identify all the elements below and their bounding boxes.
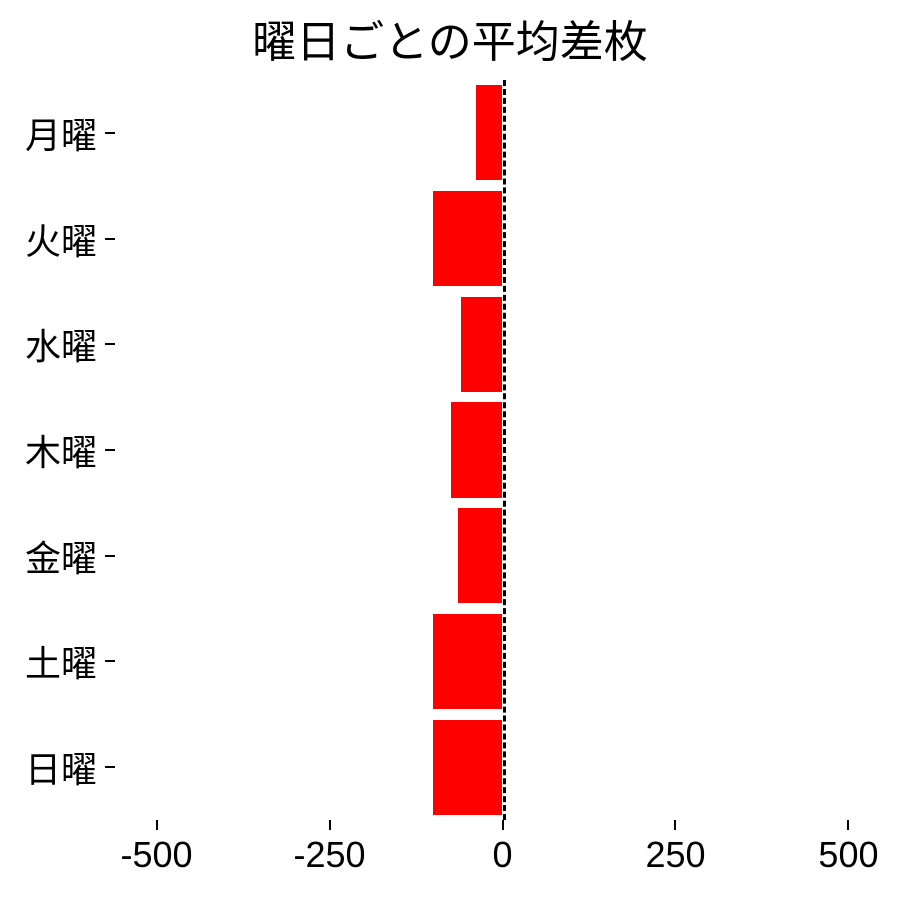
x-tick-label: 0 (492, 834, 512, 876)
bar (433, 720, 502, 815)
chart-title: 曜日ごとの平均差枚 (0, 6, 900, 70)
bar (476, 85, 502, 180)
y-tick-label: 月曜 (7, 107, 97, 159)
y-tick-marker (105, 449, 115, 451)
y-tick-label: 金曜 (7, 530, 97, 582)
bar (433, 614, 502, 709)
x-tick-label: -250 (293, 834, 365, 876)
y-tick-label: 火曜 (7, 213, 97, 265)
y-tick-marker (105, 343, 115, 345)
zero-reference-line (503, 80, 506, 820)
y-tick-label: 水曜 (7, 318, 97, 370)
bar (461, 297, 503, 392)
x-tick-marker (502, 820, 504, 830)
chart-container: 曜日ごとの平均差枚 -500-2500250500月曜火曜水曜木曜金曜土曜日曜 (0, 0, 900, 900)
bar (458, 508, 503, 603)
plot-area: -500-2500250500月曜火曜水曜木曜金曜土曜日曜 (115, 80, 890, 820)
y-tick-label: 日曜 (7, 741, 97, 793)
y-tick-label: 木曜 (7, 424, 97, 476)
y-tick-marker (105, 132, 115, 134)
x-tick-marker (329, 820, 331, 830)
y-tick-marker (105, 660, 115, 662)
y-tick-marker (105, 555, 115, 557)
y-tick-marker (105, 238, 115, 240)
bar (451, 402, 503, 497)
x-tick-label: 250 (645, 834, 705, 876)
x-tick-marker (847, 820, 849, 830)
x-tick-label: -500 (120, 834, 192, 876)
y-tick-marker (105, 766, 115, 768)
x-tick-marker (674, 820, 676, 830)
x-tick-marker (156, 820, 158, 830)
bar (433, 191, 502, 286)
x-tick-label: 500 (818, 834, 878, 876)
y-tick-label: 土曜 (7, 635, 97, 687)
